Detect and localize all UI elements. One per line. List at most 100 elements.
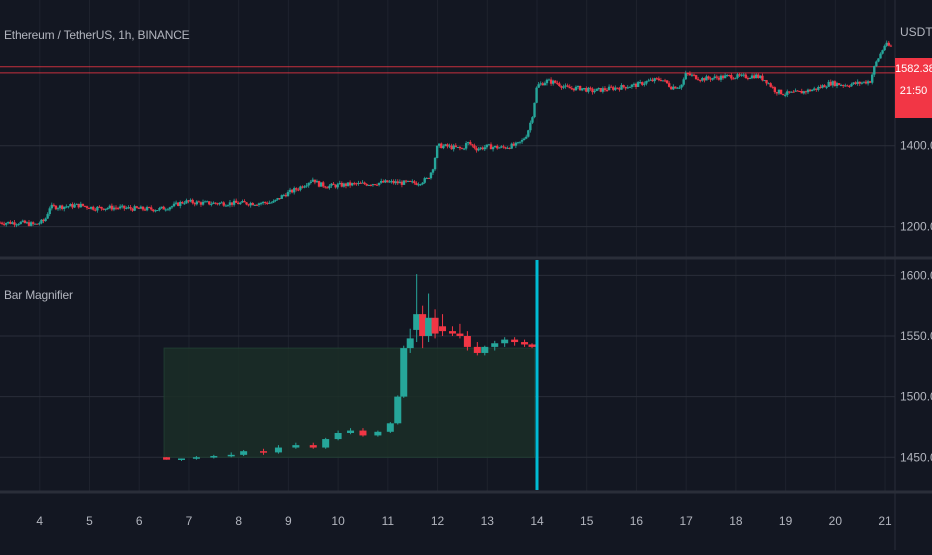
main-candle-body bbox=[162, 206, 165, 210]
main-candle-body bbox=[864, 81, 868, 84]
main-candle-body bbox=[554, 80, 557, 83]
main-candle-body bbox=[659, 80, 663, 82]
x-tick-label: 18 bbox=[729, 514, 743, 528]
main-candle-body bbox=[537, 84, 540, 88]
main-candle-body bbox=[844, 85, 847, 87]
main-candle-body bbox=[290, 189, 294, 193]
main-candle-body bbox=[9, 221, 12, 224]
main-candle-body bbox=[850, 84, 853, 87]
main-candle-body bbox=[108, 205, 112, 209]
main-candle-body bbox=[473, 145, 476, 149]
main-candle-body bbox=[622, 85, 625, 87]
main-candle-body bbox=[699, 80, 702, 82]
main-candle-body bbox=[479, 147, 482, 150]
main-candle-body bbox=[862, 81, 866, 83]
main-candle-body bbox=[100, 206, 103, 209]
main-candle-body bbox=[823, 85, 826, 88]
main-candle-body bbox=[852, 82, 855, 85]
main-candle-body bbox=[512, 143, 515, 146]
magnifier-candle-body bbox=[274, 447, 282, 453]
main-candle-body bbox=[597, 87, 600, 89]
main-candle-body bbox=[48, 208, 51, 215]
main-candle-body bbox=[340, 182, 344, 187]
main-candle-body bbox=[247, 204, 250, 206]
main-candle-body bbox=[754, 74, 758, 79]
main-candle-body bbox=[636, 82, 640, 87]
main-candle-body bbox=[232, 200, 236, 205]
magnifier-candle-body bbox=[481, 346, 489, 353]
main-candle-body bbox=[34, 223, 37, 225]
main-candle-body bbox=[759, 75, 762, 78]
magnifier-candle-body bbox=[260, 451, 268, 453]
main-candle-body bbox=[810, 89, 814, 92]
main-candle-body bbox=[779, 89, 783, 95]
main-candle-body bbox=[885, 42, 888, 46]
main-candle-body bbox=[684, 73, 687, 80]
main-candle-body bbox=[777, 89, 781, 94]
magnifier-candle-body bbox=[359, 430, 367, 436]
main-candle-body bbox=[2, 223, 6, 225]
main-candle-body bbox=[123, 205, 126, 209]
main-candle-body bbox=[141, 206, 145, 210]
main-candle-body bbox=[686, 73, 690, 75]
main-candle-body bbox=[110, 205, 114, 210]
main-candle-body bbox=[580, 88, 584, 91]
main-candle-body bbox=[792, 91, 795, 93]
main-candle-body bbox=[220, 202, 223, 204]
main-candle-body bbox=[744, 74, 748, 79]
main-candle-body bbox=[71, 204, 74, 208]
main-candle-body bbox=[176, 202, 180, 206]
main-candle-body bbox=[549, 79, 553, 84]
main-candle-body bbox=[208, 201, 211, 205]
main-candle-body bbox=[272, 201, 275, 203]
main-candle-body bbox=[825, 86, 828, 88]
magnified-range-box bbox=[163, 347, 536, 458]
main-candle-body bbox=[442, 145, 445, 149]
main-candle-body bbox=[587, 87, 590, 92]
main-candle-body bbox=[736, 74, 739, 78]
main-candle-body bbox=[705, 76, 708, 81]
main-candle-body bbox=[94, 209, 97, 211]
main-candle-body bbox=[309, 181, 312, 183]
main-candle-body bbox=[197, 201, 201, 203]
main-candle-body bbox=[839, 85, 843, 87]
main-candle-body bbox=[794, 90, 797, 92]
main-candle-body bbox=[170, 206, 174, 208]
main-candle-body bbox=[829, 81, 832, 86]
main-candle-body bbox=[545, 79, 549, 84]
magnifier-candle-body bbox=[163, 457, 171, 460]
main-candle-body bbox=[831, 81, 835, 86]
magnifier-candle-body bbox=[425, 317, 433, 336]
main-candle-body bbox=[734, 77, 737, 79]
main-candle-body bbox=[719, 75, 723, 80]
x-tick-label: 15 bbox=[580, 514, 594, 528]
main-candle-body bbox=[481, 147, 484, 150]
main-candle-body bbox=[371, 184, 375, 186]
main-candle-body bbox=[576, 85, 580, 87]
main-candle-body bbox=[833, 81, 837, 87]
magnifier-candle-body bbox=[177, 458, 185, 460]
main-candle-body bbox=[384, 180, 387, 183]
symbol-title[interactable]: Ethereum / TetherUS, 1h, BINANCE bbox=[4, 28, 190, 42]
main-candle-body bbox=[757, 74, 760, 78]
main-candle-body bbox=[858, 81, 861, 84]
main-candle-body bbox=[837, 83, 841, 86]
main-candle-body bbox=[121, 205, 124, 207]
bar-magnifier-panel[interactable] bbox=[163, 260, 539, 490]
main-candle-body bbox=[796, 90, 799, 92]
main-candle-body bbox=[346, 182, 350, 186]
main-candle-body bbox=[13, 222, 16, 225]
main-candle-body bbox=[732, 78, 735, 80]
main-candle-body bbox=[365, 184, 368, 186]
main-candle-body bbox=[363, 182, 366, 185]
main-candle-body bbox=[694, 75, 698, 80]
main-candle-body bbox=[771, 86, 774, 88]
main-candle-body bbox=[570, 88, 574, 90]
main-candle-body bbox=[450, 145, 453, 150]
indicator-title[interactable]: Bar Magnifier bbox=[4, 288, 73, 302]
main-candle-body bbox=[435, 145, 439, 158]
main-candle-body bbox=[877, 58, 880, 62]
main-candle-body bbox=[458, 146, 462, 149]
main-price-panel[interactable] bbox=[0, 40, 895, 228]
